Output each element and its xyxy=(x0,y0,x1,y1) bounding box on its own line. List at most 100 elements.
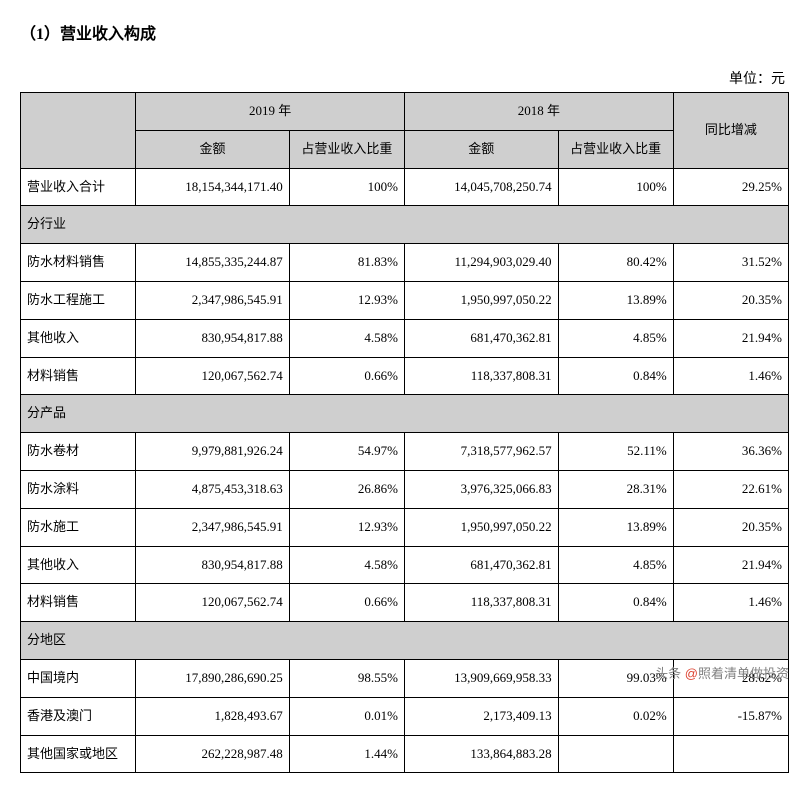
cell-ratio-2019: 100% xyxy=(289,168,404,206)
cell-amount-2018: 2,173,409.13 xyxy=(404,697,558,735)
cell-amount-2019: 4,875,453,318.63 xyxy=(136,470,290,508)
row-industry: 防水工程施工2,347,986,545.9112.93%1,950,997,05… xyxy=(21,281,789,319)
row-region: 香港及澳门1,828,493.670.01%2,173,409.130.02%-… xyxy=(21,697,789,735)
cell-change: 20.35% xyxy=(673,508,788,546)
row-label: 营业收入合计 xyxy=(21,168,136,206)
section-industry: 分行业 xyxy=(21,206,789,244)
header-amount-2018: 金额 xyxy=(404,130,558,168)
header-ratio-2019: 占营业收入比重 xyxy=(289,130,404,168)
header-blank xyxy=(21,93,136,169)
cell-amount-2019: 120,067,562.74 xyxy=(136,357,290,395)
cell-change: 29.25% xyxy=(673,168,788,206)
cell-amount-2018: 133,864,883.28 xyxy=(404,735,558,773)
cell-ratio-2019: 0.01% xyxy=(289,697,404,735)
cell-amount-2019: 262,228,987.48 xyxy=(136,735,290,773)
cell-amount-2019: 18,154,344,171.40 xyxy=(136,168,290,206)
cell-ratio-2018: 0.02% xyxy=(558,697,673,735)
row-label: 中国境内 xyxy=(21,659,136,697)
section-label: 分行业 xyxy=(21,206,789,244)
cell-change: 31.52% xyxy=(673,244,788,282)
header-ratio-2018: 占营业收入比重 xyxy=(558,130,673,168)
cell-change: 21.94% xyxy=(673,319,788,357)
cell-ratio-2018: 13.89% xyxy=(558,508,673,546)
cell-ratio-2019: 81.83% xyxy=(289,244,404,282)
cell-amount-2019: 120,067,562.74 xyxy=(136,584,290,622)
row-label: 香港及澳门 xyxy=(21,697,136,735)
cell-amount-2018: 118,337,808.31 xyxy=(404,584,558,622)
cell-amount-2018: 13,909,669,958.33 xyxy=(404,659,558,697)
cell-ratio-2019: 4.58% xyxy=(289,546,404,584)
cell-ratio-2019: 12.93% xyxy=(289,281,404,319)
cell-ratio-2018: 0.84% xyxy=(558,357,673,395)
cell-ratio-2018: 52.11% xyxy=(558,433,673,471)
header-2018: 2018 年 xyxy=(404,93,673,131)
cell-ratio-2018: 0.84% xyxy=(558,584,673,622)
cell-amount-2019: 830,954,817.88 xyxy=(136,546,290,584)
cell-change: 22.61% xyxy=(673,470,788,508)
cell-amount-2019: 2,347,986,545.91 xyxy=(136,281,290,319)
row-label: 其他收入 xyxy=(21,546,136,584)
header-2019: 2019 年 xyxy=(136,93,405,131)
row-product: 材料销售120,067,562.740.66%118,337,808.310.8… xyxy=(21,584,789,622)
cell-ratio-2018: 4.85% xyxy=(558,319,673,357)
header-amount-2019: 金额 xyxy=(136,130,290,168)
cell-amount-2019: 14,855,335,244.87 xyxy=(136,244,290,282)
row-label: 防水涂料 xyxy=(21,470,136,508)
row-product: 防水涂料4,875,453,318.6326.86%3,976,325,066.… xyxy=(21,470,789,508)
cell-amount-2018: 681,470,362.81 xyxy=(404,546,558,584)
cell-ratio-2019: 54.97% xyxy=(289,433,404,471)
row-label: 材料销售 xyxy=(21,357,136,395)
watermark: 头条 @照着清单做投资 xyxy=(655,663,789,682)
cell-change: 36.36% xyxy=(673,433,788,471)
row-product: 防水施工2,347,986,545.9112.93%1,950,997,050.… xyxy=(21,508,789,546)
cell-amount-2018: 7,318,577,962.57 xyxy=(404,433,558,471)
cell-change xyxy=(673,735,788,773)
cell-ratio-2019: 26.86% xyxy=(289,470,404,508)
row-label: 其他收入 xyxy=(21,319,136,357)
cell-change: -15.87% xyxy=(673,697,788,735)
cell-ratio-2018 xyxy=(558,735,673,773)
row-region: 其他国家或地区262,228,987.481.44%133,864,883.28 xyxy=(21,735,789,773)
section-label: 分地区 xyxy=(21,622,789,660)
cell-ratio-2018: 80.42% xyxy=(558,244,673,282)
cell-change: 1.46% xyxy=(673,584,788,622)
row-industry: 其他收入830,954,817.884.58%681,470,362.814.8… xyxy=(21,319,789,357)
cell-ratio-2019: 4.58% xyxy=(289,319,404,357)
cell-ratio-2019: 0.66% xyxy=(289,584,404,622)
cell-amount-2018: 1,950,997,050.22 xyxy=(404,281,558,319)
row-industry: 材料销售120,067,562.740.66%118,337,808.310.8… xyxy=(21,357,789,395)
row-product: 其他收入830,954,817.884.58%681,470,362.814.8… xyxy=(21,546,789,584)
section-label: 分产品 xyxy=(21,395,789,433)
cell-change: 1.46% xyxy=(673,357,788,395)
section-region: 分地区 xyxy=(21,622,789,660)
header-change: 同比增减 xyxy=(673,93,788,169)
row-label: 防水工程施工 xyxy=(21,281,136,319)
cell-amount-2019: 9,979,881,926.24 xyxy=(136,433,290,471)
unit-label: 单位：元 xyxy=(20,68,789,88)
cell-change: 21.94% xyxy=(673,546,788,584)
cell-ratio-2018: 100% xyxy=(558,168,673,206)
cell-ratio-2018: 28.31% xyxy=(558,470,673,508)
row-label: 材料销售 xyxy=(21,584,136,622)
row-label: 防水材料销售 xyxy=(21,244,136,282)
cell-amount-2018: 1,950,997,050.22 xyxy=(404,508,558,546)
cell-amount-2019: 17,890,286,690.25 xyxy=(136,659,290,697)
cell-ratio-2019: 98.55% xyxy=(289,659,404,697)
row-industry: 防水材料销售14,855,335,244.8781.83%11,294,903,… xyxy=(21,244,789,282)
cell-ratio-2018: 13.89% xyxy=(558,281,673,319)
cell-ratio-2019: 1.44% xyxy=(289,735,404,773)
row-total: 营业收入合计18,154,344,171.40100%14,045,708,25… xyxy=(21,168,789,206)
cell-amount-2018: 118,337,808.31 xyxy=(404,357,558,395)
section-product: 分产品 xyxy=(21,395,789,433)
cell-ratio-2018: 4.85% xyxy=(558,546,673,584)
cell-amount-2018: 681,470,362.81 xyxy=(404,319,558,357)
cell-amount-2019: 2,347,986,545.91 xyxy=(136,508,290,546)
row-product: 防水卷材9,979,881,926.2454.97%7,318,577,962.… xyxy=(21,433,789,471)
section-title: （1）营业收入构成 xyxy=(20,20,789,44)
cell-ratio-2019: 12.93% xyxy=(289,508,404,546)
cell-amount-2018: 3,976,325,066.83 xyxy=(404,470,558,508)
cell-amount-2018: 14,045,708,250.74 xyxy=(404,168,558,206)
cell-change: 20.35% xyxy=(673,281,788,319)
cell-ratio-2019: 0.66% xyxy=(289,357,404,395)
cell-amount-2018: 11,294,903,029.40 xyxy=(404,244,558,282)
